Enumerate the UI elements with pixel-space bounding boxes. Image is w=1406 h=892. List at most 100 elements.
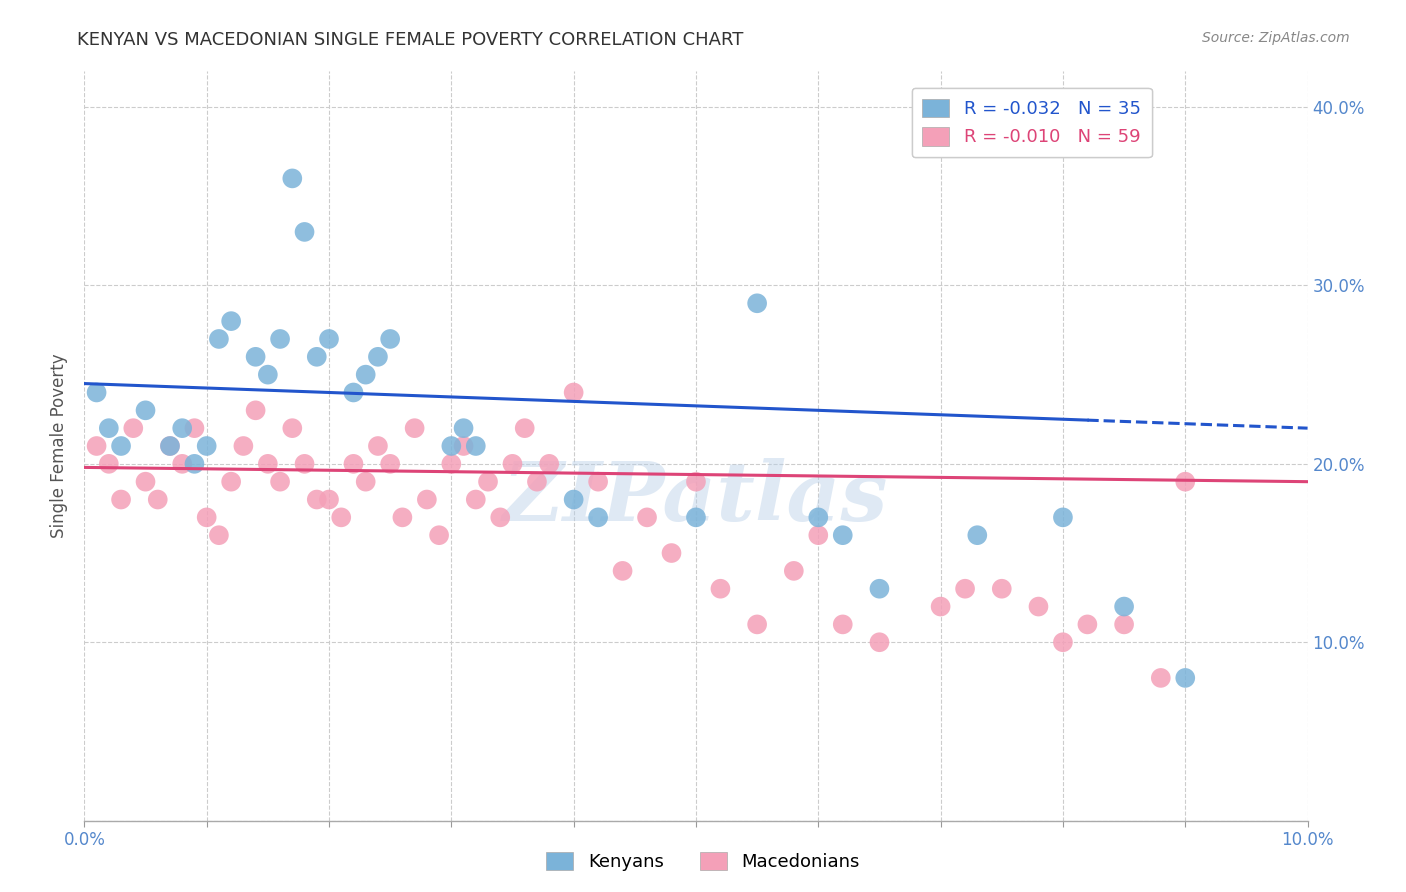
Point — [427, 528, 450, 542]
Point — [195, 439, 218, 453]
Point — [208, 332, 231, 346]
Point — [1174, 475, 1197, 489]
Point — [783, 564, 806, 578]
Legend: R = -0.032   N = 35, R = -0.010   N = 59: R = -0.032 N = 35, R = -0.010 N = 59 — [911, 88, 1152, 157]
Point — [122, 421, 145, 435]
Point — [464, 439, 486, 453]
Point — [1174, 671, 1197, 685]
Point — [305, 492, 328, 507]
Point — [1150, 671, 1173, 685]
Point — [685, 510, 707, 524]
Point — [281, 421, 304, 435]
Point — [318, 332, 340, 346]
Point — [367, 439, 389, 453]
Point — [831, 617, 853, 632]
Point — [342, 457, 364, 471]
Point — [342, 385, 364, 400]
Point — [269, 475, 291, 489]
Point — [172, 421, 194, 435]
Point — [219, 314, 242, 328]
Point — [1114, 617, 1136, 632]
Point — [966, 528, 988, 542]
Text: Source: ZipAtlas.com: Source: ZipAtlas.com — [1202, 31, 1350, 45]
Point — [195, 510, 218, 524]
Point — [208, 528, 231, 542]
Point — [929, 599, 952, 614]
Point — [464, 492, 486, 507]
Point — [477, 475, 499, 489]
Point — [661, 546, 683, 560]
Point — [354, 475, 377, 489]
Point — [1052, 635, 1074, 649]
Point — [269, 332, 291, 346]
Point — [183, 421, 205, 435]
Point — [367, 350, 389, 364]
Point — [513, 421, 536, 435]
Point — [245, 350, 267, 364]
Point — [110, 439, 132, 453]
Point — [869, 582, 891, 596]
Point — [416, 492, 439, 507]
Point — [172, 457, 194, 471]
Point — [636, 510, 658, 524]
Legend: Kenyans, Macedonians: Kenyans, Macedonians — [538, 845, 868, 879]
Point — [97, 421, 120, 435]
Point — [747, 617, 769, 632]
Point — [135, 403, 157, 417]
Point — [807, 510, 830, 524]
Point — [380, 457, 402, 471]
Point — [562, 385, 585, 400]
Point — [404, 421, 426, 435]
Point — [440, 457, 463, 471]
Point — [135, 475, 157, 489]
Point — [159, 439, 181, 453]
Point — [1052, 510, 1074, 524]
Point — [232, 439, 254, 453]
Point — [183, 457, 205, 471]
Point — [538, 457, 561, 471]
Point — [526, 475, 548, 489]
Point — [869, 635, 891, 649]
Point — [294, 457, 316, 471]
Point — [489, 510, 512, 524]
Point — [440, 439, 463, 453]
Point — [747, 296, 769, 310]
Point — [1076, 617, 1098, 632]
Point — [159, 439, 181, 453]
Point — [219, 475, 242, 489]
Point — [110, 492, 132, 507]
Point — [305, 350, 328, 364]
Point — [391, 510, 413, 524]
Point — [257, 457, 280, 471]
Point — [1114, 599, 1136, 614]
Point — [97, 457, 120, 471]
Point — [991, 582, 1014, 596]
Point — [612, 564, 634, 578]
Point — [502, 457, 524, 471]
Point — [586, 475, 609, 489]
Y-axis label: Single Female Poverty: Single Female Poverty — [51, 354, 69, 538]
Point — [86, 439, 108, 453]
Text: ZIPatlas: ZIPatlas — [503, 458, 889, 539]
Point — [807, 528, 830, 542]
Point — [330, 510, 353, 524]
Point — [1028, 599, 1050, 614]
Point — [281, 171, 304, 186]
Point — [294, 225, 316, 239]
Point — [562, 492, 585, 507]
Point — [586, 510, 609, 524]
Point — [453, 439, 475, 453]
Point — [685, 475, 707, 489]
Point — [318, 492, 340, 507]
Point — [953, 582, 976, 596]
Point — [146, 492, 169, 507]
Point — [709, 582, 731, 596]
Point — [86, 385, 108, 400]
Point — [831, 528, 853, 542]
Point — [354, 368, 377, 382]
Point — [245, 403, 267, 417]
Text: KENYAN VS MACEDONIAN SINGLE FEMALE POVERTY CORRELATION CHART: KENYAN VS MACEDONIAN SINGLE FEMALE POVER… — [77, 31, 744, 49]
Point — [257, 368, 280, 382]
Point — [453, 421, 475, 435]
Point — [380, 332, 402, 346]
